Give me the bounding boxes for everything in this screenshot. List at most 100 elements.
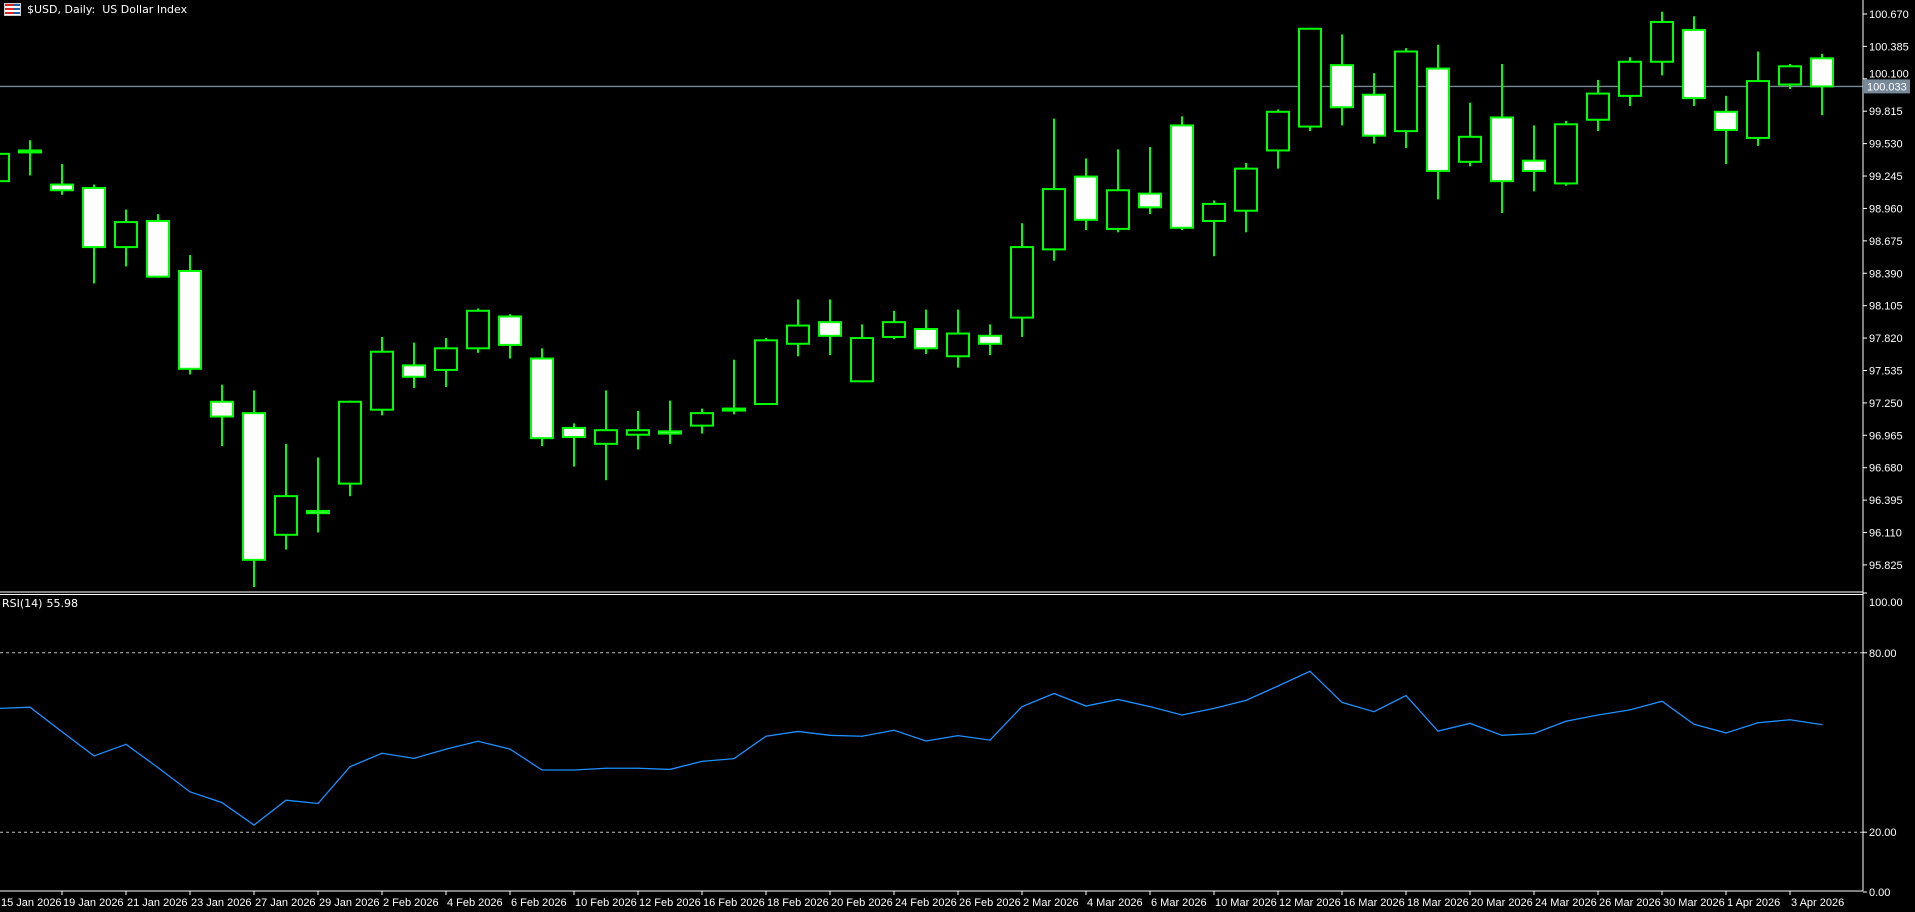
date-tick-label: 10 Mar 2026 bbox=[1215, 897, 1277, 909]
candle bbox=[1458, 102, 1482, 167]
bearish-candle-body bbox=[1170, 124, 1194, 229]
candle bbox=[722, 359, 746, 415]
price-tick-label: 95.825 bbox=[1869, 560, 1903, 572]
candle bbox=[50, 164, 74, 195]
candle bbox=[626, 410, 650, 450]
rsi-point bbox=[1821, 724, 1823, 726]
candle bbox=[434, 338, 458, 387]
date-tick-label: 21 Jan 2026 bbox=[127, 897, 188, 909]
price-tick-label: 98.105 bbox=[1869, 301, 1903, 313]
rsi-point bbox=[61, 731, 63, 733]
price-tick-label: 98.390 bbox=[1869, 268, 1903, 280]
candle bbox=[1650, 11, 1674, 76]
rsi-point bbox=[445, 748, 447, 750]
bullish-candle-body bbox=[1202, 202, 1226, 222]
price-tick-label: 97.250 bbox=[1869, 398, 1903, 410]
candle bbox=[1394, 48, 1418, 149]
candle bbox=[978, 324, 1002, 356]
bullish-candle-body bbox=[466, 309, 490, 350]
rsi-point bbox=[1341, 701, 1343, 704]
rsi-point bbox=[605, 767, 607, 769]
bullish-candle-body bbox=[1010, 246, 1034, 319]
date-tick-label: 4 Mar 2026 bbox=[1087, 897, 1143, 909]
bullish-candle-body bbox=[1778, 65, 1802, 86]
candle bbox=[1426, 44, 1450, 200]
candle bbox=[498, 314, 522, 359]
bullish-candle-body bbox=[114, 221, 138, 249]
bearish-candle-body bbox=[978, 334, 1002, 345]
rsi-point bbox=[93, 755, 95, 757]
date-tick-label: 1 Apr 2026 bbox=[1727, 897, 1780, 909]
rsi-point bbox=[1149, 706, 1151, 708]
rsi-value: 55.98 bbox=[46, 597, 78, 610]
bullish-candle-body bbox=[434, 347, 458, 371]
candle bbox=[1810, 53, 1834, 116]
candle bbox=[1522, 125, 1546, 192]
bullish-candle-body bbox=[1234, 167, 1258, 212]
rsi-tick-label: 100.00 bbox=[1869, 597, 1903, 609]
rsi-point bbox=[541, 769, 543, 771]
rsi-label: RSI(14) 55.98 bbox=[2, 597, 78, 610]
bullish-candle-body bbox=[594, 429, 618, 445]
rsi-point bbox=[1021, 706, 1023, 708]
rsi-point bbox=[733, 758, 735, 760]
candle bbox=[1266, 109, 1290, 169]
current-price-badge bbox=[1864, 79, 1910, 94]
bullish-candle-body bbox=[274, 495, 298, 536]
bullish-candle-body bbox=[1298, 27, 1322, 128]
price-tick-label: 96.680 bbox=[1869, 463, 1903, 475]
candle bbox=[1554, 120, 1578, 186]
candle bbox=[178, 255, 202, 375]
date-tick-label: 6 Feb 2026 bbox=[511, 897, 567, 909]
candle bbox=[82, 184, 106, 284]
rsi-point bbox=[381, 752, 383, 754]
candle bbox=[306, 457, 330, 533]
rsi-point bbox=[1629, 709, 1631, 711]
rsi-point bbox=[1053, 692, 1055, 695]
price-tick-label: 100.670 bbox=[1869, 9, 1909, 21]
price-tick-label: 97.535 bbox=[1869, 365, 1903, 377]
rsi-point bbox=[1565, 720, 1567, 722]
bearish-candle-body bbox=[914, 327, 938, 350]
rsi-point bbox=[221, 801, 223, 804]
candle bbox=[946, 309, 970, 368]
rsi-point bbox=[1597, 714, 1599, 716]
chart-title-text: $USD, Daily: US Dollar Index bbox=[27, 3, 188, 16]
rsi-point bbox=[477, 740, 479, 742]
bullish-candle-body bbox=[1650, 20, 1674, 63]
rsi-point bbox=[1405, 694, 1407, 697]
candle bbox=[0, 152, 10, 183]
candle bbox=[882, 310, 906, 340]
date-tick-label: 19 Jan 2026 bbox=[63, 897, 124, 909]
rsi-point bbox=[1117, 698, 1119, 701]
candle bbox=[530, 348, 554, 447]
date-tick-label: 4 Feb 2026 bbox=[447, 897, 503, 909]
candle bbox=[1106, 149, 1130, 233]
rsi-point bbox=[1277, 685, 1279, 687]
candle bbox=[1586, 79, 1610, 132]
bearish-candle-body bbox=[306, 509, 330, 515]
chart-title: $USD, Daily: US Dollar Index bbox=[4, 3, 187, 16]
rsi-point bbox=[317, 802, 319, 805]
candle bbox=[1234, 162, 1258, 233]
bullish-candle-body bbox=[946, 332, 970, 358]
candle bbox=[338, 400, 362, 497]
candle bbox=[690, 408, 714, 434]
bearish-candle-body bbox=[1522, 159, 1546, 172]
current-price-label: 100.033 bbox=[1867, 81, 1907, 93]
rsi-tick-label: 20.00 bbox=[1869, 827, 1897, 839]
bullish-candle-body bbox=[1618, 60, 1642, 97]
date-tick-label: 18 Feb 2026 bbox=[767, 897, 829, 909]
price-tick-label: 96.110 bbox=[1869, 528, 1902, 540]
date-tick-label: 2 Feb 2026 bbox=[383, 897, 439, 909]
rsi-point bbox=[669, 768, 671, 771]
bullish-candle-body bbox=[882, 321, 906, 338]
date-tick-label: 16 Mar 2026 bbox=[1343, 897, 1405, 909]
bullish-candle-body bbox=[626, 429, 650, 436]
date-tick-label: 16 Feb 2026 bbox=[703, 897, 765, 909]
bearish-candle-body bbox=[210, 400, 234, 418]
bearish-candle-body bbox=[1490, 116, 1514, 183]
price-tick-label: 99.245 bbox=[1869, 171, 1903, 183]
